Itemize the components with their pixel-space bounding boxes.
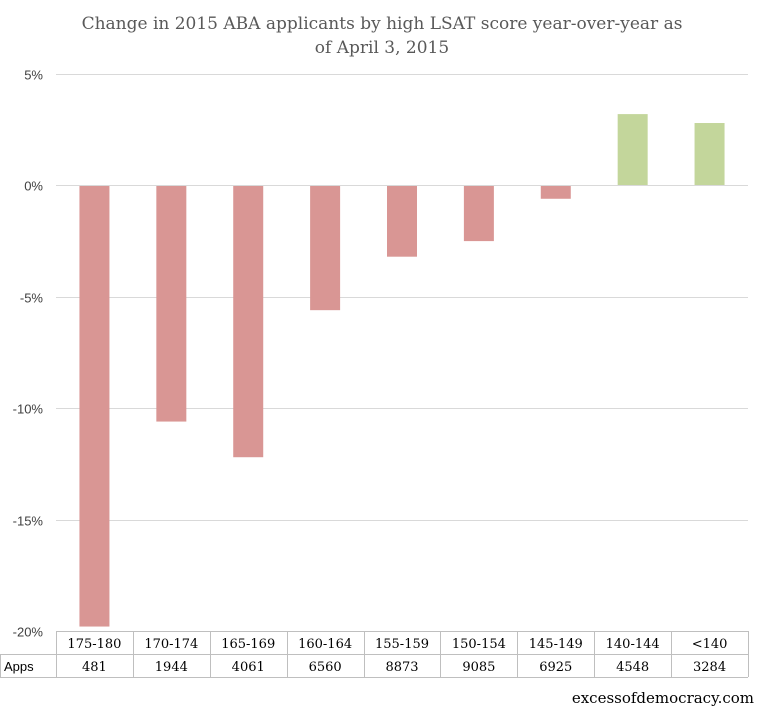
bar-140 [694, 123, 725, 186]
applicants-count: 6560 [309, 660, 342, 675]
chart-title-line-2: of April 3, 2015 [315, 38, 449, 58]
y-tick-label: -10% [13, 402, 44, 417]
category-label: <140 [692, 637, 728, 652]
applicants-count: 4548 [616, 660, 649, 675]
category-label: 165-169 [221, 637, 275, 652]
bar-145-149 [540, 185, 571, 199]
category-label: 175-180 [67, 637, 121, 652]
y-tick-label: 5% [24, 68, 43, 83]
chart-title: Change in 2015 ABA applicants by high LS… [82, 14, 683, 58]
y-axis-tick-labels: 5% 0% -5% -10% -15% -20% [13, 68, 44, 640]
category-label: 140-144 [606, 637, 660, 652]
bars [79, 114, 725, 627]
table-row-label: Apps [4, 659, 34, 674]
applicants-count: 9085 [462, 660, 495, 675]
category-label: 160-164 [298, 637, 352, 652]
chart-title-line-1: Change in 2015 ABA applicants by high LS… [82, 14, 683, 34]
applicants-count: 6925 [539, 660, 572, 675]
bar-165-169 [233, 185, 264, 458]
source-credit: excessofdemocracy.com [572, 689, 754, 707]
y-tick-label: 0% [24, 179, 43, 194]
bar-150-154 [463, 185, 494, 242]
applicants-count: 4061 [232, 660, 265, 675]
category-label: 145-149 [529, 637, 583, 652]
bar-170-174 [156, 185, 187, 422]
y-tick-label: -20% [13, 625, 44, 640]
bar-140-144 [617, 114, 648, 186]
bar-175-180 [79, 185, 110, 627]
category-label: 170-174 [144, 637, 198, 652]
data-table: Apps 175-180 481 170-174 1944 165-169 4061 160-… [0, 631, 749, 678]
applicants-count: 3284 [693, 660, 726, 675]
y-tick-label: -15% [13, 514, 44, 529]
bar-155-159 [387, 185, 417, 257]
applicants-count: 481 [82, 660, 107, 675]
category-label: 150-154 [452, 637, 506, 652]
applicants-count: 1944 [155, 660, 188, 675]
applicants-count: 8873 [385, 660, 418, 675]
category-label: 155-159 [375, 637, 429, 652]
y-tick-label: -5% [20, 291, 44, 306]
bar-160-164 [310, 185, 341, 311]
